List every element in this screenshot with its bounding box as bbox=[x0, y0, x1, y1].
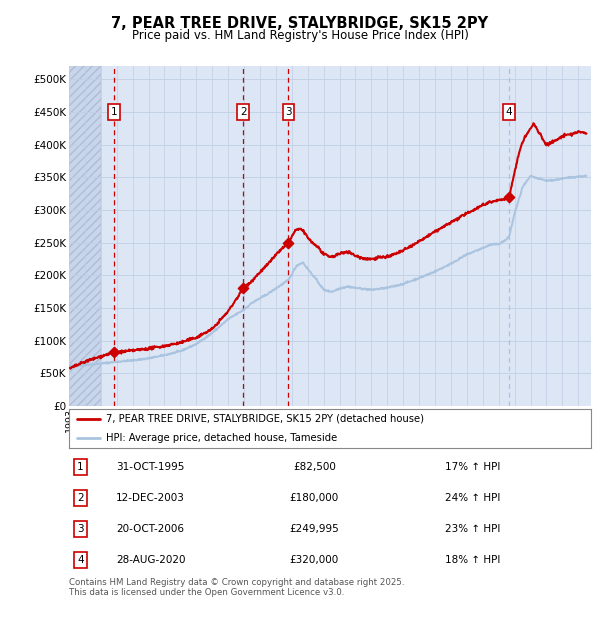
Text: £180,000: £180,000 bbox=[290, 493, 339, 503]
Text: 1: 1 bbox=[111, 107, 118, 117]
Text: 24% ↑ HPI: 24% ↑ HPI bbox=[445, 493, 500, 503]
Text: 3: 3 bbox=[285, 107, 292, 117]
Text: 20-OCT-2006: 20-OCT-2006 bbox=[116, 524, 184, 534]
Text: 18% ↑ HPI: 18% ↑ HPI bbox=[445, 555, 500, 565]
Point bbox=[109, 347, 119, 357]
Text: 2: 2 bbox=[240, 107, 247, 117]
Text: HPI: Average price, detached house, Tameside: HPI: Average price, detached house, Tame… bbox=[106, 433, 337, 443]
Text: £249,995: £249,995 bbox=[289, 524, 339, 534]
Text: Contains HM Land Registry data © Crown copyright and database right 2025.
This d: Contains HM Land Registry data © Crown c… bbox=[69, 578, 404, 597]
Text: 1: 1 bbox=[77, 462, 84, 472]
Text: £82,500: £82,500 bbox=[293, 462, 336, 472]
Text: £320,000: £320,000 bbox=[290, 555, 339, 565]
Text: 7, PEAR TREE DRIVE, STALYBRIDGE, SK15 2PY: 7, PEAR TREE DRIVE, STALYBRIDGE, SK15 2P… bbox=[112, 16, 488, 30]
Text: 17% ↑ HPI: 17% ↑ HPI bbox=[445, 462, 500, 472]
Text: 2: 2 bbox=[77, 493, 84, 503]
Point bbox=[284, 238, 293, 248]
Text: Price paid vs. HM Land Registry's House Price Index (HPI): Price paid vs. HM Land Registry's House … bbox=[131, 29, 469, 42]
Text: 28-AUG-2020: 28-AUG-2020 bbox=[116, 555, 185, 565]
Point bbox=[238, 283, 248, 293]
Text: 12-DEC-2003: 12-DEC-2003 bbox=[116, 493, 185, 503]
Text: 4: 4 bbox=[77, 555, 84, 565]
Text: 23% ↑ HPI: 23% ↑ HPI bbox=[445, 524, 500, 534]
Text: 4: 4 bbox=[506, 107, 512, 117]
Text: 7, PEAR TREE DRIVE, STALYBRIDGE, SK15 2PY (detached house): 7, PEAR TREE DRIVE, STALYBRIDGE, SK15 2P… bbox=[106, 414, 424, 424]
Text: 3: 3 bbox=[77, 524, 84, 534]
Text: 31-OCT-1995: 31-OCT-1995 bbox=[116, 462, 184, 472]
Point bbox=[505, 192, 514, 202]
